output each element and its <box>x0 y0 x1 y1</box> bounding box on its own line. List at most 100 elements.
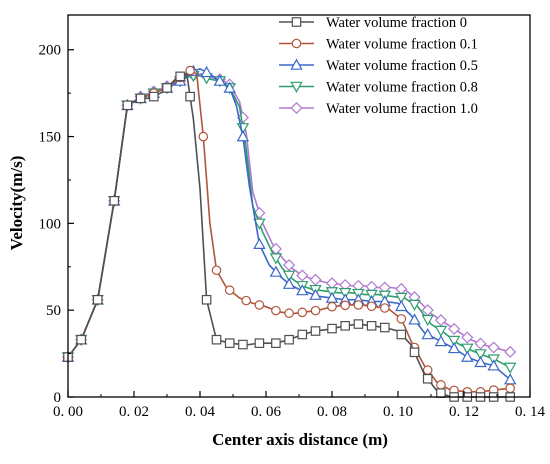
legend-item-3: Water volume fraction 0.8 <box>279 80 478 96</box>
data-point-4-30 <box>474 337 487 350</box>
data-point-2-16 <box>282 277 296 289</box>
data-point-4-28 <box>448 322 461 335</box>
data-point-3-29 <box>461 343 474 355</box>
data-point-2-17 <box>296 284 309 296</box>
data-point-0-26 <box>422 373 433 384</box>
y-tick-label-0: 0 <box>54 390 62 406</box>
y-tick-label-2: 100 <box>39 216 62 232</box>
data-point-1-17 <box>297 307 308 318</box>
data-point-3-22 <box>365 289 378 301</box>
legend-item-0: Water volume fraction 0 <box>279 15 467 31</box>
y-tick-label-4: 200 <box>39 43 62 59</box>
x-axis-title: Center axis distance (m) <box>212 430 388 449</box>
data-point-4-31 <box>487 341 500 354</box>
data-point-2-18 <box>309 288 322 300</box>
data-point-1-21 <box>353 300 364 310</box>
data-point-1-14 <box>254 300 265 310</box>
legend-label-2: Water volume fraction 0.5 <box>326 58 478 74</box>
legend-label-1: Water volume fraction 0.1 <box>326 37 478 53</box>
y-tick-label-1: 50 <box>46 303 61 319</box>
legend-marker-3 <box>290 81 303 93</box>
legend-item-4: Water volume fraction 1.0 <box>279 101 478 117</box>
data-point-0-9 <box>185 91 195 102</box>
x-tick-label-2: 0. 04 <box>185 404 216 420</box>
x-tick-label-4: 0. 08 <box>317 404 347 420</box>
data-point-0-1 <box>76 334 86 345</box>
data-point-2-27 <box>434 334 448 347</box>
data-point-1-20 <box>340 300 350 311</box>
y-axis-title: Velocity(m/s) <box>7 156 26 251</box>
data-point-1-22 <box>366 301 377 312</box>
x-tick-label-0: 0. 00 <box>53 404 83 420</box>
data-point-0-16 <box>284 334 294 345</box>
data-point-2-14 <box>253 237 266 249</box>
data-point-1-11 <box>211 265 222 276</box>
data-point-0-11 <box>211 334 222 345</box>
data-point-0-10 <box>201 294 212 305</box>
data-point-0-19 <box>327 323 337 334</box>
data-point-0-27 <box>436 388 446 398</box>
data-point-4-32 <box>504 345 517 358</box>
data-point-2-24 <box>395 299 408 312</box>
x-tick-label-7: 0. 14 <box>515 404 546 420</box>
data-point-2-13 <box>236 130 250 142</box>
data-point-1-15 <box>271 305 281 316</box>
legend: Water volume fraction 0 Water volume frac… <box>279 15 478 117</box>
data-point-3-27 <box>434 325 448 338</box>
data-point-0-22 <box>366 321 377 331</box>
data-point-1-27 <box>436 380 446 390</box>
data-point-0-21 <box>353 319 364 329</box>
data-point-2-12 <box>223 81 236 93</box>
data-point-0-18 <box>310 326 321 336</box>
data-point-1-23 <box>379 303 390 313</box>
data-point-1-9 <box>185 65 195 76</box>
legend-label-0: Water volume fraction 0 <box>326 15 467 31</box>
data-point-1-18 <box>310 305 321 316</box>
data-point-3-28 <box>447 335 461 348</box>
x-tick-label-3: 0. 06 <box>251 404 282 420</box>
data-point-3-15 <box>269 253 283 265</box>
data-point-0-14 <box>254 338 265 348</box>
data-point-4-27 <box>434 314 447 327</box>
legend-item-1: Water volume fraction 0.1 <box>279 37 478 53</box>
x-tick-label-5: 0. 10 <box>383 404 413 420</box>
data-point-0-3 <box>109 195 119 206</box>
data-point-2-26 <box>421 328 434 340</box>
data-point-0-8 <box>175 71 185 82</box>
data-point-0-24 <box>396 329 407 340</box>
data-point-0-6 <box>149 91 159 102</box>
series-layer <box>61 64 517 402</box>
data-point-2-29 <box>461 350 474 362</box>
data-point-0-20 <box>340 321 350 331</box>
data-point-4-17 <box>296 269 309 282</box>
data-point-3-25 <box>408 299 421 311</box>
data-point-2-25 <box>408 313 421 325</box>
data-point-4-14 <box>253 206 266 219</box>
data-point-4-16 <box>283 258 296 272</box>
data-point-1-19 <box>327 301 337 312</box>
data-point-1-32 <box>505 383 515 394</box>
data-point-0-25 <box>409 347 420 358</box>
data-point-3-24 <box>395 292 408 305</box>
data-point-1-12 <box>224 285 235 296</box>
data-point-1-10 <box>198 131 209 142</box>
data-point-3-26 <box>421 314 434 327</box>
data-point-0-15 <box>271 338 281 348</box>
data-point-1-16 <box>284 308 294 319</box>
data-point-2-11 <box>213 74 227 86</box>
data-point-0-23 <box>380 322 390 333</box>
data-point-4-29 <box>461 331 474 344</box>
legend-marker-4 <box>290 101 303 115</box>
data-point-1-24 <box>396 314 407 324</box>
axes-layer: 0. 00 0. 02 0. 04 0. 06 0. 08 0. 10 0. 12 0. 14… <box>39 14 546 420</box>
data-point-3-20 <box>338 288 352 300</box>
data-point-1-13 <box>241 295 251 306</box>
data-point-3-14 <box>253 218 266 230</box>
legend-marker-2 <box>290 58 303 70</box>
x-tick-label-1: 0. 02 <box>119 404 149 420</box>
data-point-1-26 <box>422 365 433 375</box>
data-point-0-17 <box>297 329 308 340</box>
